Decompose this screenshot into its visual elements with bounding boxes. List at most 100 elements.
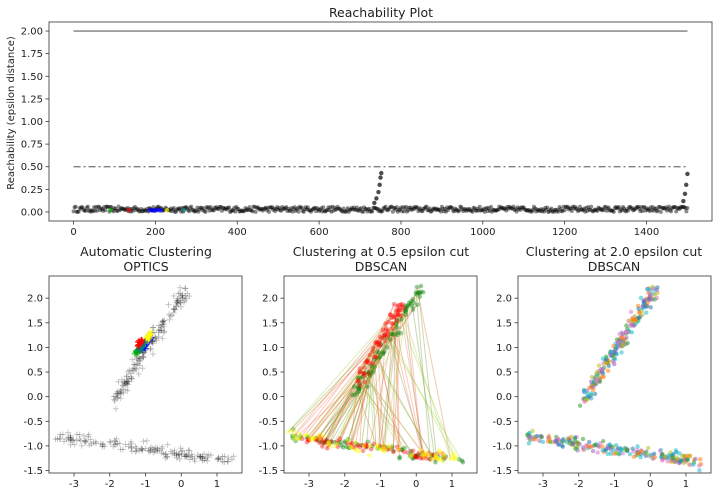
optics-point	[139, 365, 146, 372]
optics-point	[197, 453, 204, 460]
optics-point	[177, 299, 184, 306]
reachability-point	[479, 207, 484, 212]
optics-point	[165, 311, 172, 318]
y-tick-label: -1.5	[492, 466, 512, 477]
optics-point	[136, 355, 143, 362]
dbscan20-point	[657, 448, 663, 454]
dbscan-point	[339, 442, 344, 448]
dbscan-point	[355, 443, 361, 448]
dbscan20-point	[525, 432, 530, 438]
dbscan-point	[403, 308, 408, 314]
reachability-point	[321, 205, 326, 210]
optics-point	[140, 354, 147, 361]
reachability-point	[647, 209, 652, 214]
dbscan20-point	[530, 428, 535, 434]
reachability-point	[151, 207, 156, 212]
dbscan-link	[326, 285, 422, 443]
reachability-point	[419, 209, 424, 214]
reachability-point	[159, 206, 164, 211]
reachability-point	[156, 207, 161, 212]
dbscan-point	[370, 360, 375, 366]
optics-point	[177, 303, 184, 310]
reachability-point	[340, 209, 345, 214]
reachability-point	[283, 206, 288, 211]
reachability-point	[437, 207, 442, 212]
reachability-point	[169, 209, 174, 214]
optics-point	[133, 447, 140, 454]
dbscan-point	[349, 441, 355, 446]
dbscan-point	[435, 456, 440, 461]
dbscan20-point	[570, 442, 576, 447]
reachability-point	[81, 208, 86, 213]
dbscan-point	[399, 307, 404, 313]
dbscan-point	[342, 439, 348, 444]
dbscan-point	[370, 349, 376, 354]
reachability-point	[511, 204, 516, 209]
dbscan-point	[414, 453, 419, 458]
reachability-point	[666, 206, 671, 211]
optics-point	[132, 443, 139, 450]
optics-point	[182, 285, 189, 292]
dbscan20-point	[535, 434, 540, 439]
dbscan20-point	[537, 438, 542, 444]
dbscan-point	[407, 454, 413, 459]
reachability-point	[269, 205, 274, 210]
dbscan20-point	[632, 317, 638, 322]
reachability-point	[74, 209, 79, 214]
x-tick-label: -3	[69, 479, 79, 490]
dbscan-point	[356, 378, 362, 383]
dbscan-point	[357, 369, 363, 375]
optics-point	[219, 458, 226, 465]
reachability-point	[532, 206, 537, 211]
dbscan-point	[441, 457, 446, 462]
dbscan20-point	[573, 446, 578, 452]
y-tick-label: -1.0	[492, 441, 512, 452]
reachability-point	[583, 209, 588, 214]
dbscan-link	[325, 309, 414, 442]
optics-point	[201, 451, 208, 458]
reachability-point	[326, 205, 331, 210]
reachability-point	[170, 207, 175, 212]
optics-point	[179, 294, 186, 301]
reachability-point	[238, 209, 243, 214]
dbscan20-point	[617, 451, 622, 456]
dbscan-point	[381, 350, 386, 356]
reachability-point	[105, 204, 110, 209]
dbscan-point	[395, 330, 401, 335]
dbscan-point	[386, 443, 392, 449]
y-tick-label: 0.0	[27, 392, 43, 403]
dbscan-link	[416, 286, 452, 460]
reachability-point	[115, 208, 120, 213]
reachability-point	[447, 206, 452, 211]
optics-point	[178, 448, 185, 455]
reachability-point	[348, 207, 353, 212]
dbscan-link	[359, 373, 365, 448]
optics-point	[161, 317, 168, 324]
optics-point	[152, 444, 159, 451]
dbscan-point	[366, 371, 371, 376]
dbscan-point	[357, 386, 362, 392]
reachability-point	[357, 208, 362, 213]
optics-point	[156, 447, 163, 454]
optics-point	[198, 454, 205, 461]
dbscan20-point	[590, 448, 596, 454]
optics-point	[156, 327, 163, 334]
dbscan-point	[428, 457, 433, 462]
x-tick-label: 0	[647, 479, 653, 490]
dbscan-link	[411, 305, 436, 463]
reachability-point	[440, 206, 445, 211]
reachability-point	[497, 204, 502, 209]
optics-point	[83, 437, 90, 444]
dbscan-point	[413, 455, 419, 460]
optics-point	[174, 300, 181, 307]
reachability-point	[455, 208, 460, 213]
dbscan20-point	[595, 450, 600, 455]
optics-point	[221, 453, 228, 460]
dbscan-point	[399, 304, 405, 310]
reachability-point	[202, 209, 207, 214]
reachability-point	[403, 206, 408, 211]
dbscan-point	[355, 375, 361, 381]
dbscan-point	[374, 339, 379, 345]
dbscan-point	[421, 452, 427, 458]
reachability-point	[546, 209, 551, 214]
